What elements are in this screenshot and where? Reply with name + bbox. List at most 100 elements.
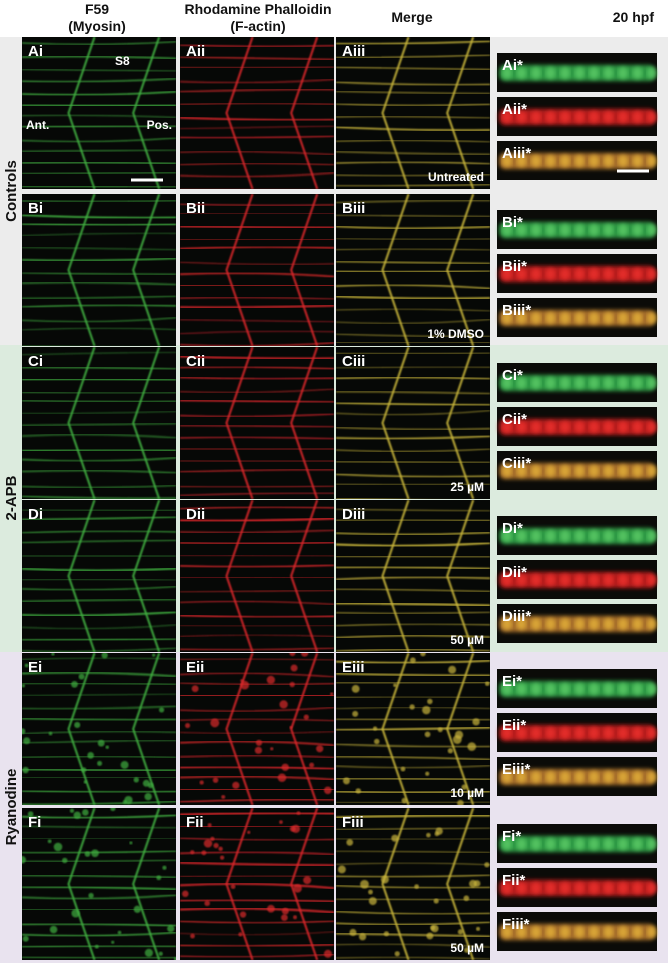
somite-boundary bbox=[446, 500, 475, 652]
fiber bbox=[336, 366, 490, 369]
sarcomere bbox=[574, 224, 585, 236]
cell-spot bbox=[293, 884, 302, 893]
cell-spot bbox=[218, 846, 223, 852]
fiber bbox=[336, 814, 490, 819]
panel-texture bbox=[336, 37, 490, 189]
somite-boundary bbox=[381, 653, 410, 805]
cell-spot bbox=[48, 731, 53, 736]
sarcomere bbox=[560, 683, 570, 695]
sarcomere bbox=[545, 683, 556, 695]
fiber bbox=[180, 43, 334, 48]
cell-spot bbox=[391, 834, 399, 842]
sarcomere bbox=[632, 155, 643, 167]
sarcomere bbox=[531, 312, 541, 324]
sarcomere bbox=[574, 67, 585, 79]
sarcomere bbox=[502, 155, 512, 167]
fiber bbox=[22, 137, 176, 143]
cell-spot bbox=[290, 664, 298, 672]
fiber bbox=[180, 861, 334, 867]
fiber bbox=[22, 814, 176, 819]
fiber bbox=[336, 508, 490, 512]
panel-texture bbox=[22, 194, 176, 346]
somite-boundary bbox=[67, 653, 96, 805]
sarcomere bbox=[618, 67, 628, 79]
zoom-panel: Diii* bbox=[497, 604, 657, 643]
fiber bbox=[336, 610, 490, 615]
sarcomere bbox=[560, 377, 570, 389]
sarcomere bbox=[516, 727, 527, 739]
sarcomere bbox=[574, 618, 585, 630]
sarcomere bbox=[647, 465, 657, 477]
cell-spot bbox=[210, 718, 220, 728]
panel-label: Eii bbox=[186, 659, 204, 676]
cell-spot bbox=[323, 949, 332, 958]
sarcomere bbox=[531, 67, 541, 79]
cell-spot bbox=[84, 851, 91, 857]
zoom-panel: Dii* bbox=[497, 560, 657, 599]
sarcomere bbox=[560, 421, 570, 433]
fiber bbox=[336, 103, 490, 107]
fiber bbox=[180, 614, 334, 619]
cell-spot bbox=[22, 856, 26, 864]
sarcomere bbox=[545, 155, 556, 167]
fiber bbox=[180, 376, 334, 381]
panel-texture bbox=[22, 653, 176, 805]
sarcomere bbox=[560, 618, 570, 630]
fiber bbox=[336, 80, 490, 86]
cell-spot bbox=[281, 907, 289, 915]
cell-spot bbox=[133, 905, 142, 913]
cell-spot bbox=[190, 850, 195, 855]
fiber bbox=[180, 882, 334, 890]
sarcomere bbox=[531, 465, 541, 477]
fiber bbox=[180, 125, 334, 130]
panel-label: Fiii bbox=[342, 814, 364, 831]
fiber bbox=[22, 327, 176, 331]
somite-boundary bbox=[225, 347, 254, 499]
zoom-panel: Ei* bbox=[497, 669, 657, 708]
micrograph-panel: Dii bbox=[180, 500, 334, 652]
panel-texture bbox=[22, 347, 176, 499]
fiber bbox=[22, 199, 176, 203]
zoom-label: Eiii* bbox=[502, 761, 531, 778]
cell-spot bbox=[368, 889, 373, 895]
fiber bbox=[180, 78, 334, 84]
fiber bbox=[180, 634, 334, 638]
cell-spot bbox=[461, 784, 468, 790]
cell-spot bbox=[330, 692, 334, 696]
fiber bbox=[336, 497, 409, 499]
sarcomere bbox=[502, 838, 512, 850]
sarcomere bbox=[603, 683, 614, 695]
sarcomere bbox=[632, 67, 643, 79]
sarcomere bbox=[560, 727, 570, 739]
fiber bbox=[180, 563, 334, 569]
zoom-label: Ei* bbox=[502, 673, 522, 690]
fiber bbox=[180, 135, 334, 139]
cell-spot bbox=[240, 680, 250, 690]
sarcomere bbox=[531, 882, 541, 894]
sarcomere bbox=[632, 224, 643, 236]
fiber bbox=[180, 825, 334, 828]
cell-spot bbox=[144, 792, 152, 801]
sarcomere bbox=[603, 771, 614, 783]
sarcomere bbox=[545, 727, 556, 739]
somite-boundary bbox=[225, 194, 254, 346]
sarcomere bbox=[516, 683, 527, 695]
sarcomere bbox=[647, 224, 657, 236]
annotation: Ant. bbox=[26, 118, 49, 132]
somite-boundary bbox=[67, 37, 96, 189]
fiber bbox=[180, 730, 334, 735]
sarcomere bbox=[618, 155, 628, 167]
sarcomere bbox=[560, 771, 570, 783]
fiber bbox=[336, 910, 490, 915]
fiber bbox=[22, 682, 176, 686]
sarcomere bbox=[589, 155, 599, 167]
fiber bbox=[336, 139, 490, 143]
panels: Ai Aii Aiii Untreated S8 Ant. Pos. Ai* Aii* Aiii*… bbox=[22, 37, 657, 960]
cell-spot bbox=[270, 747, 274, 751]
group-label: 2-APB bbox=[3, 475, 20, 520]
zoom-panel: Fii* bbox=[497, 868, 657, 907]
annotation: S8 bbox=[115, 54, 130, 68]
sarcomere bbox=[574, 683, 585, 695]
sarcomere bbox=[574, 882, 585, 894]
fiber bbox=[22, 222, 176, 226]
